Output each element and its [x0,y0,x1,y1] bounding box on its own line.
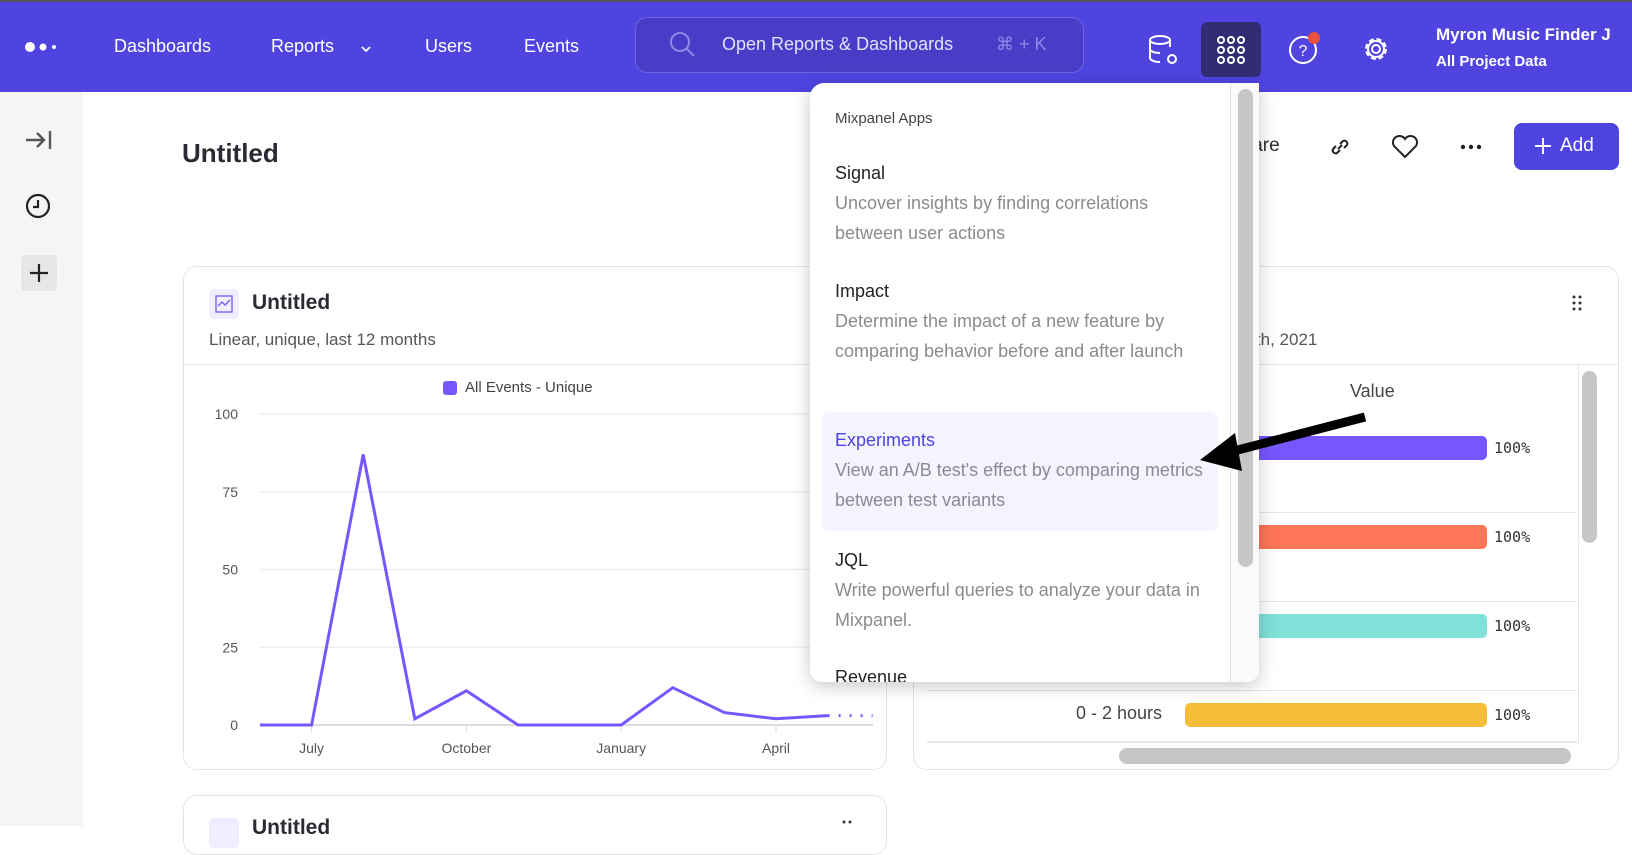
svg-text:?: ? [1299,43,1308,60]
value-label: 100% [1494,617,1530,635]
add-button[interactable]: Add [1514,123,1619,170]
item-title: Impact [835,281,889,302]
item-desc: Uncover insights by finding correlations… [835,189,1205,248]
apps-menu: Mixpanel Apps Signal Uncover insights by… [810,83,1259,682]
search-input[interactable]: Open Reports & Dashboards ⌘ + K [635,17,1084,73]
apps-grid-icon [1216,35,1246,65]
clock-icon[interactable] [25,193,51,219]
x-tick-label: October [441,740,491,756]
menu-item-signal[interactable]: Signal Uncover insights by finding corre… [810,163,1230,283]
series-line [260,454,828,725]
y-tick-label: 50 [222,562,238,578]
search-shortcut: ⌘ + K [996,34,1047,55]
notification-dot [1308,32,1320,44]
menu-item-jql[interactable]: JQL Write powerful queries to analyze yo… [810,550,1230,650]
card-title[interactable]: Untitled [252,816,330,840]
project-scope[interactable]: All Project Data [1436,53,1547,70]
help-icon[interactable]: ? [1287,31,1323,67]
menu-header: Mixpanel Apps [835,110,933,127]
item-title: Revenue [835,667,907,682]
item-desc: Determine the impact of a new feature by… [835,307,1205,366]
nav-reports[interactable]: Reports [271,36,334,57]
value-bar [1185,703,1487,727]
y-tick-label: 100 [215,406,239,422]
item-desc: Write powerful queries to analyze your d… [835,576,1205,635]
row-divider [927,690,1577,691]
menu-item-revenue[interactable]: Revenue [810,667,1230,682]
search-placeholder: Open Reports & Dashboards [722,34,953,55]
item-title: Experiments [835,430,935,451]
horizontal-scrollbar[interactable] [1119,748,1571,764]
link-icon[interactable] [1328,135,1352,159]
nav-dashboards[interactable]: Dashboards [114,36,211,57]
add-button[interactable] [21,255,57,291]
value-column-header[interactable]: Value [1350,381,1395,402]
menu-scrollbar-thumb[interactable] [1238,89,1253,567]
project-name[interactable]: Myron Music Finder J [1436,25,1611,45]
annotation-arrow-icon [1190,405,1380,475]
drag-handle-icon[interactable] [842,820,852,836]
top-nav: Dashboards Reports Users Events Open Rep… [0,2,1632,92]
x-tick-label: January [596,740,646,756]
sidebar [0,92,83,826]
row-divider [927,741,1577,743]
vertical-scrollbar[interactable] [1582,371,1597,543]
line-chart-icon [209,818,239,848]
heart-icon[interactable] [1390,134,1420,160]
nav-events[interactable]: Events [524,36,579,57]
menu-scrollbar-track[interactable] [1230,83,1259,682]
add-label: Add [1560,135,1594,157]
row-label: 0 - 2 hours [1030,703,1162,724]
search-icon [668,30,698,60]
value-label: 100% [1494,528,1530,546]
x-tick-label: July [299,740,324,756]
y-tick-label: 0 [230,717,238,733]
mixpanel-logo-icon[interactable] [24,40,60,54]
x-tick-label: April [762,740,790,756]
value-label: 100% [1494,706,1530,724]
report-card: Untitled [183,795,887,855]
more-icon[interactable] [1460,143,1482,151]
menu-item-experiments[interactable]: Experiments View an A/B test's effect by… [822,412,1218,531]
plus-icon [29,263,49,283]
apps-menu-button[interactable] [1201,22,1261,77]
chevron-down-icon[interactable] [360,44,372,54]
item-title: Signal [835,163,885,184]
gear-icon[interactable] [1358,31,1394,67]
menu-item-impact[interactable]: Impact Determine the impact of a new fea… [810,281,1230,401]
line-chart: 0 25 50 75 100 July October January April [183,266,887,770]
plus-icon [1534,137,1552,155]
expand-sidebar-icon[interactable] [24,128,54,152]
item-title: JQL [835,550,868,571]
value-label: 100% [1494,439,1530,457]
nav-users[interactable]: Users [425,36,472,57]
item-desc: View an A/B test's effect by comparing m… [835,456,1205,515]
data-management-icon[interactable] [1145,32,1181,68]
y-tick-label: 25 [222,639,238,655]
table-edge [1578,365,1579,745]
y-tick-label: 75 [222,484,238,500]
page-title[interactable]: Untitled [182,138,279,169]
drag-handle-icon[interactable] [1572,295,1582,311]
